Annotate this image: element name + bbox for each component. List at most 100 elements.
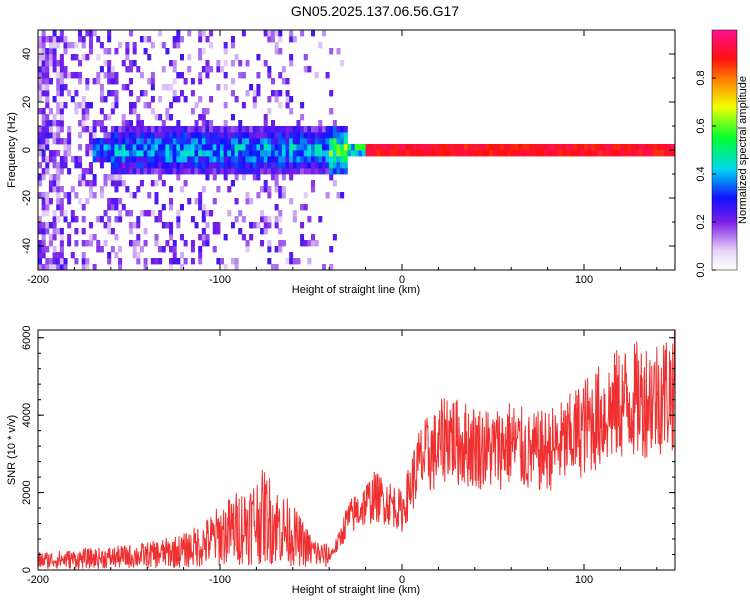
heatmap-cell xyxy=(59,66,64,73)
heatmap-cell xyxy=(114,180,119,187)
heatmap-cell xyxy=(292,216,297,223)
heatmap-cell xyxy=(169,264,174,270)
heatmap-cell xyxy=(241,168,246,175)
heatmap-cell xyxy=(522,150,527,157)
heatmap-cell xyxy=(63,264,68,270)
heatmap-cell xyxy=(263,222,268,229)
heatmap-cell xyxy=(300,126,305,133)
heatmap-cell xyxy=(63,156,68,163)
heatmap-cell xyxy=(107,132,112,139)
heatmap-cell xyxy=(198,78,203,85)
heatmap-cell xyxy=(154,132,159,139)
heatmap-cell xyxy=(41,48,46,55)
heatmap-cell xyxy=(176,258,181,265)
heatmap-cell xyxy=(645,144,650,151)
heatmap-cell xyxy=(311,132,316,139)
heatmap-cell xyxy=(289,258,294,265)
heatmap-cell xyxy=(402,150,407,157)
heatmap-cell xyxy=(296,156,301,163)
heatmap-cell xyxy=(107,228,112,235)
heatmap-cell xyxy=(114,198,119,205)
heatmap-cell xyxy=(671,144,675,151)
heatmap-cell xyxy=(311,144,316,151)
heatmap-cell xyxy=(96,36,101,43)
heatmap-cell xyxy=(85,180,90,187)
heatmap-cell xyxy=(114,144,119,151)
heatmap-cell xyxy=(238,72,243,79)
heatmap-cell xyxy=(270,144,275,151)
heatmap-cell xyxy=(325,192,330,199)
heatmap-cell xyxy=(158,162,163,169)
heatmap-cell xyxy=(278,216,283,223)
heatmap-cell xyxy=(300,150,305,157)
heatmap-cell xyxy=(198,246,203,253)
heatmap-cell xyxy=(263,150,268,157)
heatmap-cell xyxy=(336,156,341,163)
heatmap-cell xyxy=(48,120,53,127)
heatmap-cell xyxy=(201,48,206,55)
heatmap-cell xyxy=(56,84,61,91)
heatmap-cell xyxy=(354,144,359,151)
heatmap-cell xyxy=(169,222,174,229)
heatmap-cell xyxy=(300,156,305,163)
heatmap-cell xyxy=(92,132,97,139)
heatmap-cell xyxy=(252,138,257,145)
heatmap-cell xyxy=(169,84,174,91)
heatmap-cell xyxy=(158,216,163,223)
heatmap-cell xyxy=(139,210,144,217)
heatmap-cell xyxy=(81,120,86,127)
heatmap-cell xyxy=(496,150,501,157)
heatmap-cell xyxy=(267,30,272,37)
heatmap-cell xyxy=(38,174,43,181)
heatmap-cell xyxy=(129,126,134,133)
heatmap-cell xyxy=(449,144,454,151)
heatmap-cell xyxy=(245,156,250,163)
heatmap-cell xyxy=(551,150,556,157)
heatmap-cell xyxy=(536,150,541,157)
heatmap-cell xyxy=(45,138,50,145)
heatmap-cell xyxy=(212,168,217,175)
heatmap-cell xyxy=(161,156,166,163)
heatmap-cell xyxy=(241,174,246,181)
heatmap-cell xyxy=(56,162,61,169)
heatmap-cell xyxy=(125,132,130,139)
heatmap-cell xyxy=(281,150,286,157)
heatmap-cell xyxy=(114,78,119,85)
heatmap-cell xyxy=(234,96,239,103)
heatmap-cell xyxy=(154,192,159,199)
heatmap-cell xyxy=(645,150,650,157)
heatmap-cell xyxy=(274,222,279,229)
heatmap-cell xyxy=(285,150,290,157)
heatmap-cell xyxy=(96,240,101,247)
heatmap-cell xyxy=(132,108,137,115)
heatmap-cell xyxy=(285,156,290,163)
heatmap-cell xyxy=(281,132,286,139)
heatmap-cell xyxy=(190,216,195,223)
heatmap-cell xyxy=(209,150,214,157)
heatmap-cell xyxy=(85,264,90,270)
heatmap-cell xyxy=(150,78,155,85)
heatmap-cell xyxy=(380,150,385,157)
heatmap-cell xyxy=(642,150,647,157)
heatmap-cell xyxy=(347,150,352,157)
heatmap-cell xyxy=(59,168,64,175)
heatmap-cell xyxy=(41,204,46,211)
heatmap-cell xyxy=(38,60,43,67)
heatmap-cell xyxy=(74,192,79,199)
heatmap-cell xyxy=(190,126,195,133)
heatmap-cell xyxy=(96,72,101,79)
heatmap-cell xyxy=(176,30,181,37)
heatmap-cell xyxy=(92,192,97,199)
heatmap-cell xyxy=(267,240,272,247)
heatmap-cell xyxy=(573,150,578,157)
heatmap-cell xyxy=(398,150,403,157)
heatmap-cell xyxy=(59,102,64,109)
heatmap-cell xyxy=(318,150,323,157)
heatmap-cell xyxy=(452,150,457,157)
heatmap-cell xyxy=(41,72,46,79)
heatmap-cell xyxy=(110,246,115,253)
heatmap-cell xyxy=(85,84,90,91)
heatmap-cell xyxy=(45,210,50,217)
heatmap-cell xyxy=(227,150,232,157)
heatmap-cell xyxy=(88,144,93,151)
